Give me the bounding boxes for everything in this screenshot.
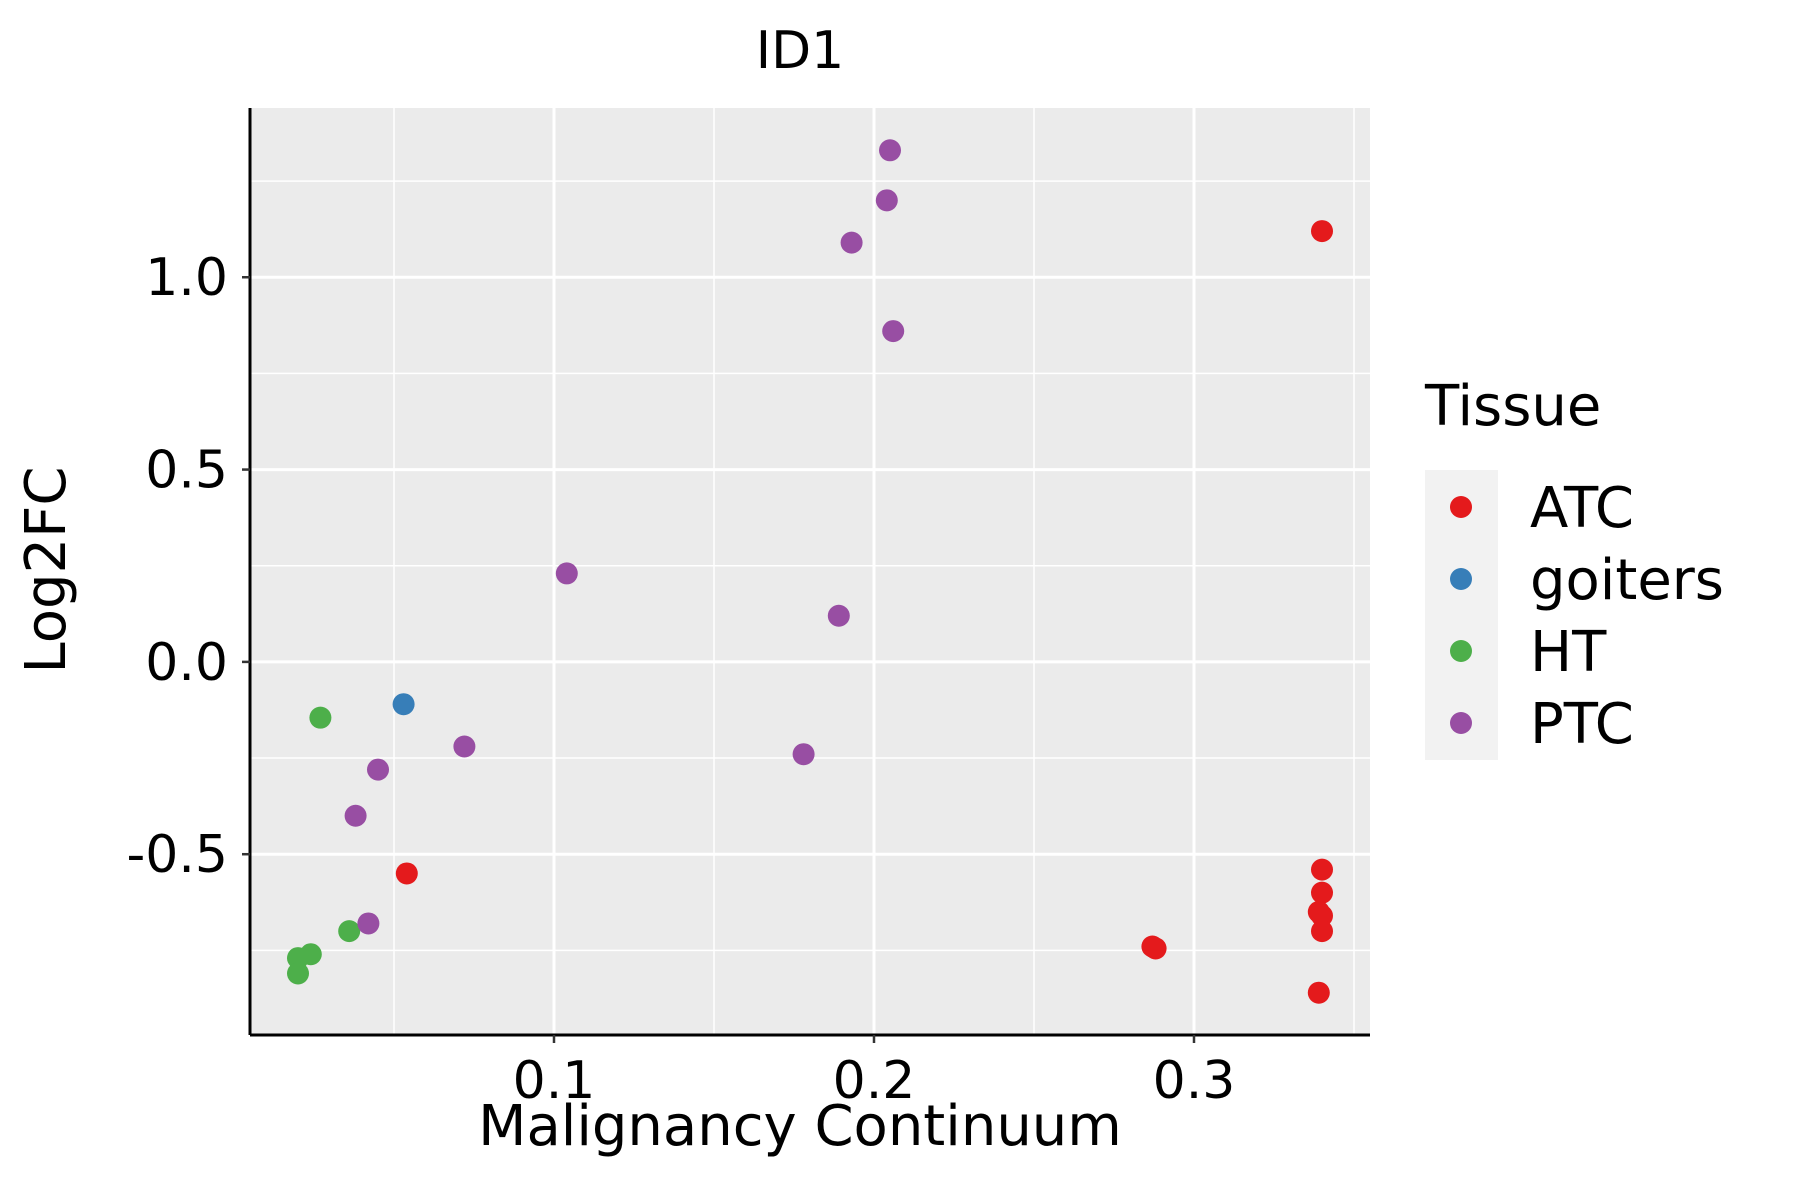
y-axis-ticks: -0.5 0.0 0.5 1.0 (127, 248, 250, 885)
legend-entries: ATC goiters HT PTC (1450, 476, 1724, 757)
data-point-PTC (882, 320, 905, 343)
data-point-PTC (875, 189, 898, 212)
data-point-PTC (367, 758, 389, 781)
legend-key-background (1425, 470, 1498, 760)
legend-label-ATC: ATC (1530, 476, 1634, 541)
data-point-ATC (1311, 920, 1333, 943)
legend-key-goiters (1450, 568, 1472, 590)
legend-key-PTC (1450, 712, 1472, 734)
data-point-PTC (357, 912, 380, 935)
data-point-PTC (879, 139, 901, 162)
plot-panel (250, 108, 1370, 1035)
legend-title: Tissue (1424, 374, 1601, 439)
y-tick-label: 1.0 (145, 248, 228, 308)
data-point-PTC (344, 804, 367, 827)
data-point-HT (338, 920, 361, 943)
y-tick-label: 0.0 (145, 633, 228, 693)
data-point-ATC (1307, 981, 1330, 1004)
chart-title: ID1 (756, 21, 844, 81)
data-points (287, 139, 1333, 1004)
legend-label-goiters: goiters (1530, 548, 1724, 613)
data-point-HT (287, 962, 309, 985)
data-point-ATC (1144, 937, 1167, 960)
data-point-ATC (1311, 858, 1333, 881)
data-point-HT (309, 706, 332, 729)
data-point-ATC (1311, 881, 1333, 904)
data-point-goiters (392, 693, 415, 716)
data-point-PTC (453, 735, 476, 758)
data-point-PTC (555, 562, 578, 585)
data-point-PTC (840, 231, 863, 254)
data-point-PTC (827, 604, 850, 627)
data-point-HT (287, 947, 309, 970)
legend-key-HT (1450, 640, 1472, 662)
data-point-PTC (792, 743, 815, 766)
y-axis-title: Log2FC (14, 467, 79, 674)
data-point-ATC (395, 862, 418, 885)
legend-key-ATC (1450, 496, 1472, 518)
data-point-ATC (1311, 220, 1333, 243)
data-point-ATC (1311, 904, 1333, 927)
grid-major (250, 108, 1370, 1035)
y-tick-label: 0.5 (145, 441, 228, 501)
x-tick-label: 0.1 (513, 1051, 596, 1111)
legend: Tissue ATC goiters HT PTC (1424, 374, 1724, 760)
legend-label-HT: HT (1530, 620, 1607, 685)
y-tick-label: -0.5 (127, 825, 228, 885)
x-axis-title: Malignancy Continuum (478, 1094, 1122, 1159)
legend-label-PTC: PTC (1530, 692, 1634, 757)
x-axis-ticks: 0.1 0.2 0.3 (513, 1035, 1236, 1111)
x-tick-label: 0.3 (1153, 1051, 1236, 1111)
x-tick-label: 0.2 (833, 1051, 916, 1111)
